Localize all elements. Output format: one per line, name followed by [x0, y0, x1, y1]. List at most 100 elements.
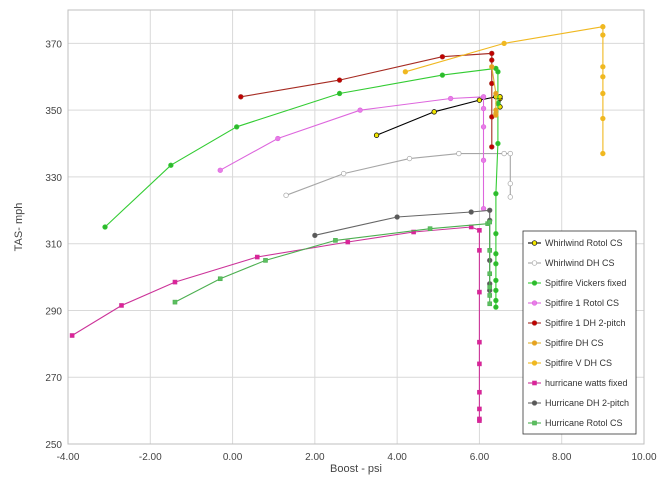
y-tick-label: 310 — [45, 240, 62, 251]
data-point — [487, 293, 493, 298]
y-tick-label: 270 — [45, 373, 62, 384]
data-point — [447, 95, 454, 102]
y-tick-label: 250 — [45, 440, 62, 451]
y-tick-label: 370 — [45, 39, 62, 50]
data-point — [477, 289, 482, 295]
series-group — [402, 24, 606, 157]
data-point — [357, 107, 363, 113]
legend-item: Spitfire DH CS — [528, 338, 604, 348]
data-point — [102, 224, 108, 230]
data-point — [600, 64, 606, 70]
legend-swatch-marker — [531, 340, 538, 346]
data-point — [489, 144, 495, 150]
legend-swatch-marker — [531, 360, 538, 366]
data-point — [468, 209, 474, 215]
data-point — [487, 271, 493, 277]
series-group — [238, 50, 495, 150]
series-group — [489, 64, 499, 118]
data-point — [600, 24, 606, 30]
series-group — [69, 224, 482, 423]
legend-item: Whirlwind Rotol CS — [528, 238, 623, 248]
data-point — [480, 105, 487, 112]
data-point — [333, 238, 338, 243]
data-point — [373, 132, 380, 138]
data-point — [489, 80, 495, 87]
legend-swatch-marker — [531, 300, 538, 306]
data-point — [477, 389, 482, 395]
data-point — [312, 232, 318, 238]
data-point — [477, 228, 482, 233]
data-point — [493, 112, 499, 118]
data-point — [336, 90, 343, 97]
data-point — [477, 339, 482, 345]
series-layer — [69, 24, 606, 423]
data-point — [234, 124, 240, 130]
data-point — [501, 40, 507, 47]
x-tick-label: 10.00 — [631, 452, 656, 463]
legend-item: Spitfire V DH CS — [528, 358, 612, 368]
data-point — [600, 150, 606, 157]
legend-swatch-marker — [531, 280, 538, 286]
legend-item: Whirlwind DH CS — [528, 258, 615, 268]
legend-swatch-marker — [531, 260, 538, 266]
data-point — [493, 190, 499, 197]
data-point — [336, 77, 343, 83]
legend-item: Spitfire Vickers fixed — [528, 278, 626, 288]
data-point — [168, 162, 174, 168]
data-point — [493, 304, 499, 310]
data-point — [480, 157, 487, 163]
data-point — [406, 155, 413, 162]
legend-label: Hurricane DH 2-pitch — [545, 398, 629, 408]
data-point — [254, 254, 260, 260]
legend-label: Whirlwind DH CS — [545, 258, 615, 268]
y-tick-label: 290 — [45, 306, 62, 317]
data-point — [493, 261, 499, 267]
x-tick-label: 6.00 — [470, 452, 490, 463]
data-point — [480, 124, 487, 130]
legend-label: Spitfire V DH CS — [545, 358, 612, 368]
data-point — [427, 226, 433, 231]
legend-swatch-marker — [531, 400, 538, 406]
y-tick-label: 330 — [45, 173, 62, 184]
data-point — [402, 69, 409, 75]
data-point — [480, 94, 487, 100]
data-point — [283, 192, 289, 198]
data-point — [275, 135, 281, 142]
data-point — [217, 167, 223, 173]
data-point — [487, 207, 493, 213]
data-point — [507, 180, 513, 187]
x-axis-label: Boost - psi — [330, 463, 382, 475]
data-point — [263, 258, 268, 263]
data-point — [487, 301, 493, 307]
x-tick-label: 8.00 — [552, 452, 572, 463]
legend-label: Whirlwind Rotol CS — [545, 238, 623, 248]
x-tick-labels: -4.00 -2.00 0.00 2.00 4.00 6.00 8.00 10.00 — [57, 452, 657, 463]
data-point — [477, 248, 482, 253]
data-point — [489, 57, 495, 63]
data-point — [69, 333, 75, 338]
data-point — [217, 276, 223, 282]
data-point — [493, 251, 499, 257]
legend-label: Spitfire 1 Rotol CS — [545, 298, 619, 308]
data-point — [495, 140, 501, 147]
series-line — [285, 153, 511, 197]
y-axis-label: TAS- mph — [13, 203, 25, 252]
series-group — [172, 219, 493, 307]
y-tick-label: 350 — [45, 106, 62, 117]
legend-swatch-marker — [531, 240, 538, 246]
data-point — [507, 150, 513, 157]
data-point — [439, 72, 446, 78]
data-point — [507, 194, 513, 200]
legend-item: Hurricane Rotol CS — [528, 418, 623, 428]
data-point — [489, 50, 495, 57]
x-tick-label: 0.00 — [223, 452, 243, 463]
data-point — [476, 97, 483, 103]
data-point — [487, 248, 493, 253]
legend-item: Hurricane DH 2-pitch — [528, 398, 629, 408]
data-point — [487, 284, 493, 290]
data-point — [439, 54, 446, 60]
data-point — [487, 219, 493, 225]
legend-swatch-marker — [532, 420, 537, 426]
series-line — [71, 226, 480, 421]
